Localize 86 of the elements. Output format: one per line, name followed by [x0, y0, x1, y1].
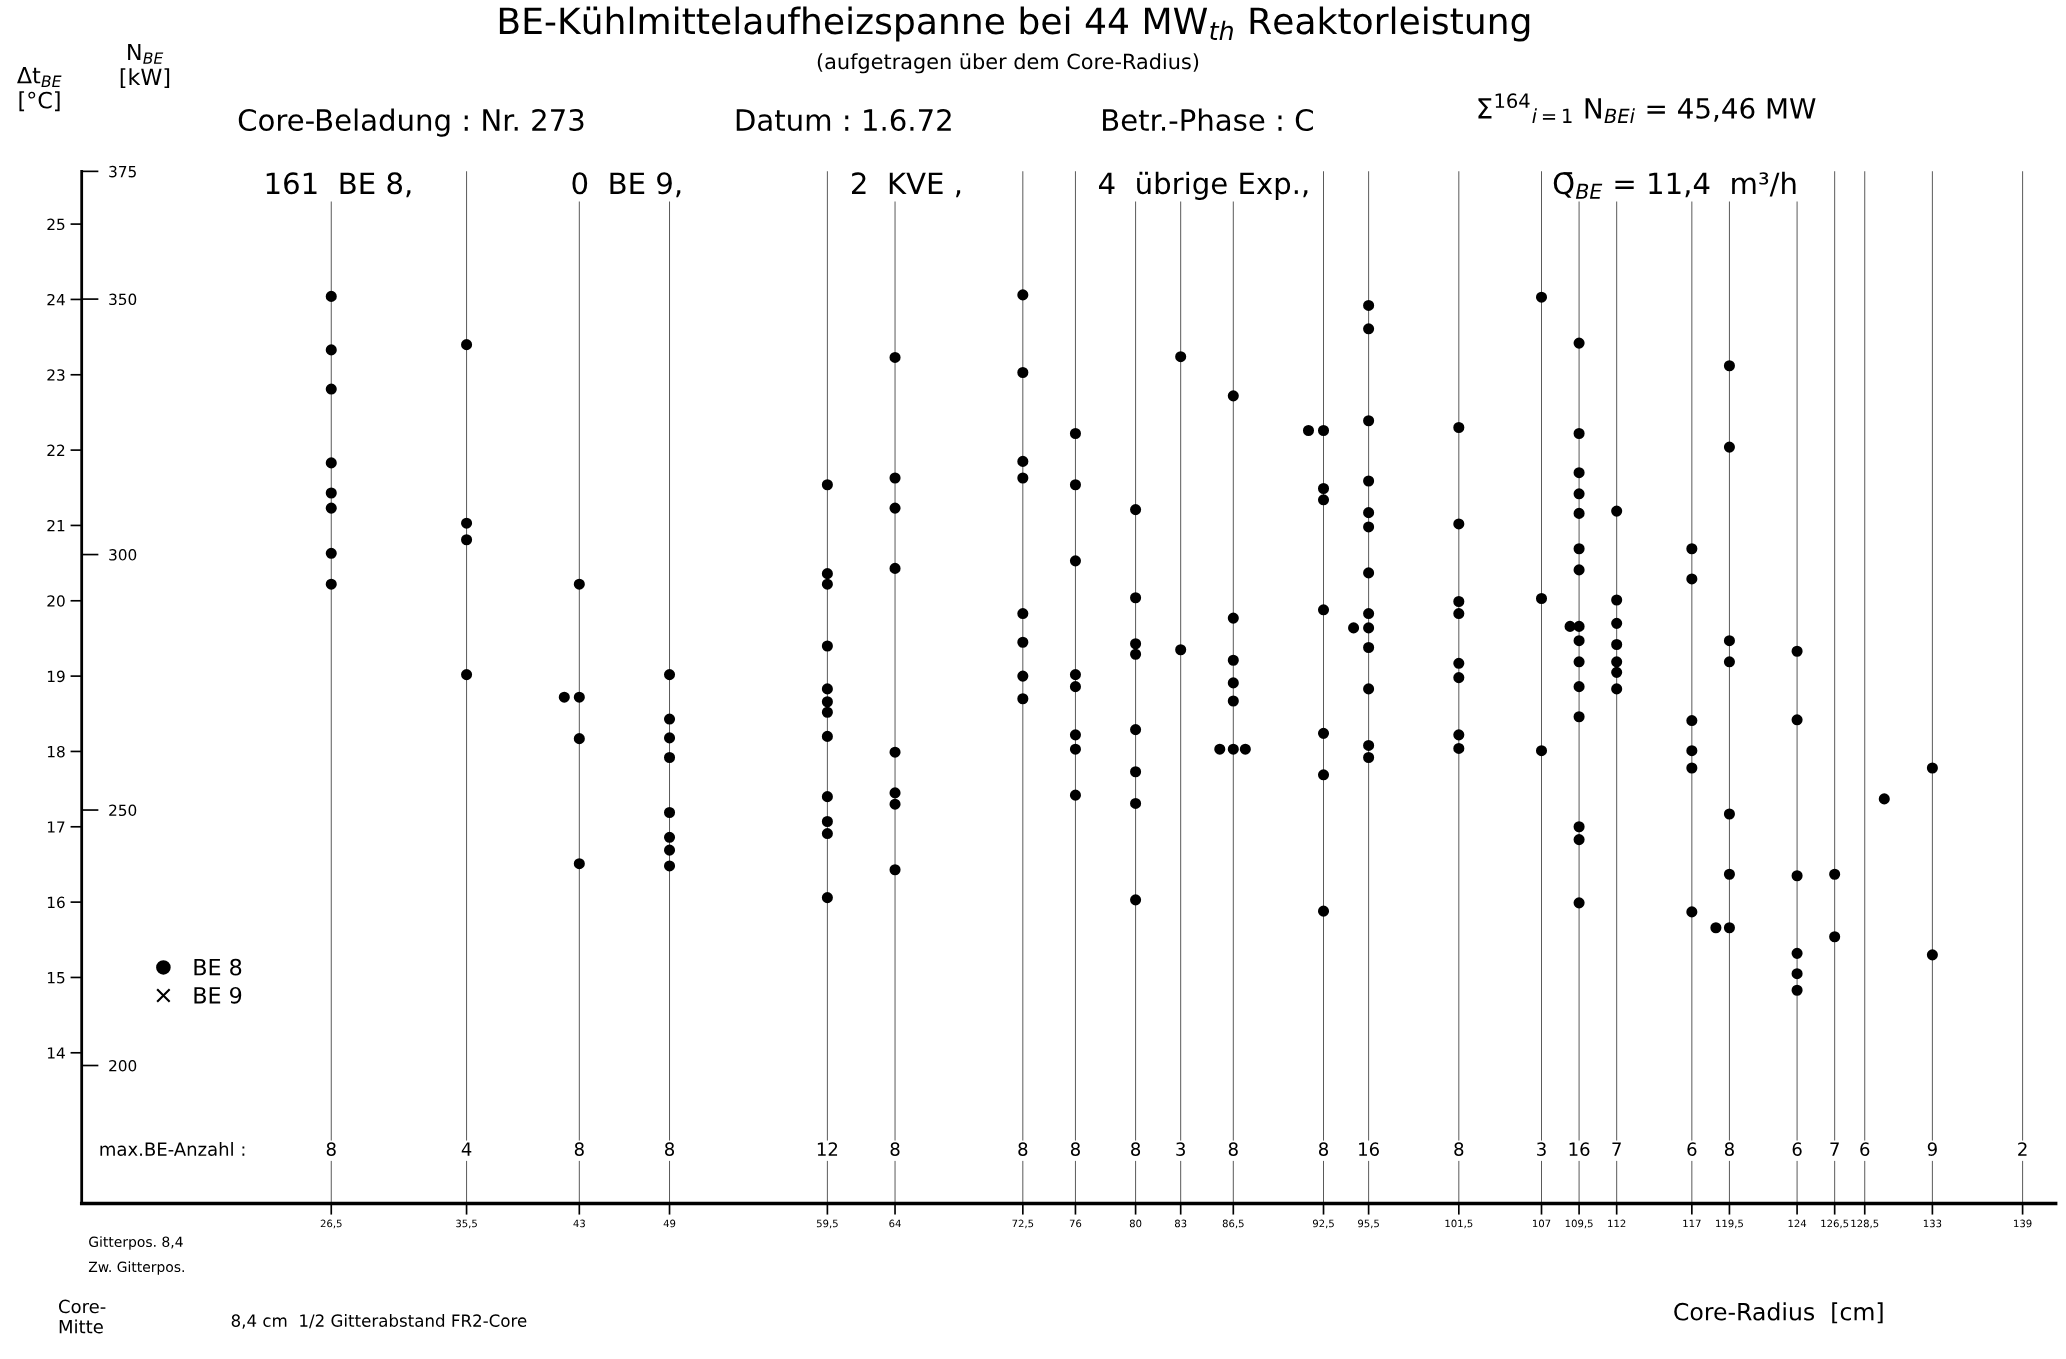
x-tick-label: 59,5 [816, 1219, 838, 1229]
x-tick-label: 86,5 [1222, 1219, 1244, 1229]
y-tick-label: 23 [47, 369, 65, 381]
annotation: 8 [574, 1142, 584, 1156]
x-tick-label: 92,5 [1312, 1219, 1334, 1229]
annotation: 3 [1537, 1142, 1546, 1156]
annotation: 8 [890, 1142, 900, 1156]
annotation: 4 übrige Exp., [1098, 171, 1308, 200]
y-tick-label: 22 [47, 444, 65, 456]
annotation: 6 [1792, 1142, 1802, 1156]
annotation: 7 [1612, 1142, 1621, 1156]
legend-label: BE 8 [194, 958, 242, 976]
annotation: 8 [1018, 1142, 1028, 1156]
annotation: 6 [1687, 1142, 1697, 1156]
x-tick-label: 26,5 [320, 1219, 342, 1229]
annotation: 3 [1176, 1142, 1185, 1156]
text: Gitterpos. 8,4 [89, 1236, 183, 1250]
x-tick-label: 95,5 [1358, 1219, 1379, 1229]
x-tick-label: 35,5 [456, 1219, 477, 1229]
y-axis-title: Δt$_{BE}$ [°C] [17, 67, 62, 112]
y-tick-label: 25 [47, 218, 65, 231]
x-tick-label: 80 [1129, 1219, 1142, 1228]
y-tick-label: 24 [47, 293, 65, 306]
chart-subtitle: (aufgetragen über dem Core-Radius) [817, 53, 1199, 74]
text: 8,4 cm 1/2 Gitterabstand FR2-Core [231, 1314, 527, 1329]
annotation: Q̄$_{BE}$ = 11,4 m³/h [1553, 171, 1796, 199]
x-tick-label: 107 [1533, 1219, 1551, 1228]
x-tick-label: 124 [1788, 1219, 1807, 1228]
annotation: 8 [1070, 1142, 1080, 1156]
annotation: 9 [1927, 1142, 1937, 1156]
y2-axis-title: N$_{BE}$ [kW] [120, 43, 170, 88]
x-tick-label: 76 [1069, 1219, 1082, 1228]
x-tick-label: 64 [889, 1219, 901, 1228]
annotation: 6 [1860, 1142, 1870, 1156]
y2-tick-label: 250 [109, 804, 137, 817]
x-tick-label: 43 [573, 1219, 585, 1228]
y-tick-label: 15 [47, 972, 65, 984]
annotation: 12 [817, 1142, 838, 1156]
annotation: 7 [1830, 1142, 1839, 1156]
x-tick-label: 109,5 [1565, 1219, 1593, 1229]
annotation: 0 BE 9, [572, 172, 681, 198]
annotation: 8 [1454, 1142, 1464, 1156]
text: Σ$^{164}$$_{i=1}$ N$_{BEi}$ = 45,46 MW [1478, 93, 1816, 123]
annotation: 16 [1359, 1142, 1379, 1156]
annotation: max.BE-Anzahl : [100, 1142, 245, 1156]
y2-tick-label: 375 [109, 165, 136, 178]
annotation: 16 [1569, 1142, 1590, 1156]
x-tick-label: 112 [1608, 1219, 1626, 1228]
legend-label: BE 9 [194, 986, 242, 1004]
x-tick-label: 119,5 [1716, 1219, 1743, 1229]
annotation: 4 [461, 1142, 472, 1156]
text: Core-Beladung : Nr. 273 [238, 108, 584, 137]
x-tick-label: 72,5 [1012, 1219, 1034, 1229]
y-tick-label: 16 [47, 896, 65, 909]
y-tick-label: 19 [47, 670, 65, 683]
x-axis-title: Core-Radius [cm] [1674, 1302, 1883, 1324]
annotation: 8 [1724, 1142, 1734, 1156]
annotation: 8 [326, 1142, 336, 1156]
y2-tick-label: 300 [109, 549, 137, 561]
x-tick-label: 49 [663, 1219, 676, 1228]
annotation: 8 [1131, 1142, 1141, 1156]
y-tick-label: 21 [47, 519, 65, 532]
text: Core- Mitte [58, 1299, 106, 1334]
annotation: 8 [1318, 1142, 1329, 1156]
annotation: 8 [665, 1142, 675, 1156]
y2-tick-label: 200 [109, 1059, 137, 1072]
text: Datum : 1.6.72 [736, 108, 951, 132]
text: Betr.-Phase : C [1103, 108, 1313, 132]
text: Zw. Gitterpos. [88, 1261, 184, 1275]
annotation: 8 [1228, 1142, 1238, 1156]
y-tick-label: 14 [47, 1047, 65, 1059]
x-tick-label: 83 [1174, 1219, 1187, 1228]
x-tick-label: 126,5 [1821, 1219, 1849, 1229]
chart-title: BE-Kühlmittelaufheizspanne bei 44 MW$_{th}$ Reaktorleistung [499, 6, 1530, 42]
x-tick-label: 133 [1923, 1219, 1942, 1228]
y-tick-label: 18 [47, 745, 65, 758]
x-tick-label: 139 [2014, 1219, 2032, 1228]
annotation: 2 KVE , [851, 172, 961, 198]
annotation: 161 BE 8, [266, 172, 411, 198]
x-tick-label: 128,5 [1851, 1219, 1879, 1229]
x-tick-label: 117 [1683, 1219, 1701, 1228]
y2-tick-label: 350 [109, 293, 137, 306]
y-tick-label: 20 [47, 595, 65, 607]
x-tick-label: 101,5 [1445, 1219, 1473, 1229]
y-tick-label: 17 [47, 821, 65, 833]
annotation: 2 [2018, 1142, 2027, 1156]
